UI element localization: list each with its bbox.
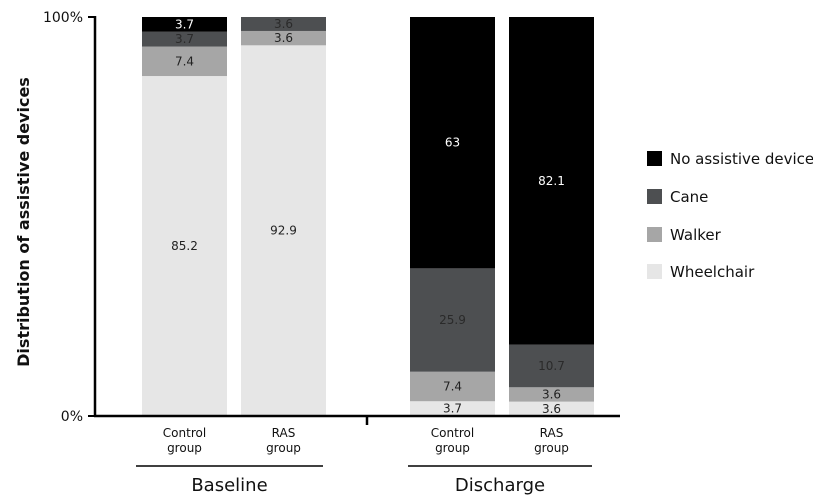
bar-segment-no-assistive-device <box>410 17 495 269</box>
legend-item-no-assistive-device: No assistive device <box>647 150 813 168</box>
data-label: 82.1 <box>538 174 565 188</box>
bar-discharge-control-group: 3.7 7.4 25.9 63 <box>410 17 495 416</box>
legend: No assistive device Cane Walker Wheelchair <box>647 150 813 281</box>
bar-baseline-control-group: 85.2 7.4 3.73.7 <box>142 17 227 416</box>
group-label: Baseline <box>191 475 267 496</box>
x-tick-label: RAS group <box>266 426 301 455</box>
bar-segment-wheelchair <box>410 401 495 416</box>
bar-segment-walker <box>509 387 594 402</box>
data-label: 3.6 <box>542 387 561 401</box>
data-label: 25.9 <box>439 313 466 327</box>
legend-swatch <box>647 227 662 242</box>
data-label: 7.4 <box>443 379 462 393</box>
legend-swatch <box>647 151 662 166</box>
x-tick-label: Control group <box>431 426 474 455</box>
data-label: 3.6 <box>542 402 561 416</box>
x-tick-label: Control group <box>163 426 206 455</box>
axis-layer: 0% 100% Distribution of assistive devices C… <box>14 10 620 496</box>
legend-swatch <box>647 189 662 204</box>
x-tick-label: RAS group <box>534 426 569 455</box>
bar-segment-no-assistive-device <box>142 17 227 32</box>
bar-segment-walker <box>241 30 326 46</box>
data-label: 85.2 <box>171 239 198 253</box>
bars-layer: 85.27.43.73.792.93.63.63.77.425.9633.63.… <box>142 17 594 416</box>
group-label: Discharge <box>455 475 545 496</box>
bar-segment-walker <box>142 46 227 77</box>
data-label: 3.7 <box>175 17 194 31</box>
bar-segment-walker <box>410 371 495 402</box>
bar-segment-cane <box>509 344 594 388</box>
bar-segment-cane <box>241 17 326 31</box>
y-axis-label: Distribution of assistive devices <box>14 77 33 367</box>
data-label: 3.6 <box>274 31 293 45</box>
legend-label: Wheelchair <box>670 263 755 281</box>
bar-segment-cane <box>410 268 495 372</box>
bar-segment-wheelchair <box>142 76 227 416</box>
legend-item-wheelchair: Wheelchair <box>647 263 755 281</box>
data-label: 3.6 <box>274 17 293 31</box>
data-label: 63 <box>445 136 460 150</box>
legend-label: Cane <box>670 188 708 206</box>
bar-segment-no-assistive-device <box>509 17 594 345</box>
data-label: 3.7 <box>175 32 194 46</box>
legend-item-walker: Walker <box>647 226 722 244</box>
y-tick-label: 100% <box>43 10 83 26</box>
data-label: 92.9 <box>270 224 297 238</box>
bar-segment-wheelchair <box>241 45 326 416</box>
legend-label: Walker <box>670 226 722 244</box>
data-label: 10.7 <box>538 359 565 373</box>
legend-swatch <box>647 264 662 279</box>
data-label: 7.4 <box>175 54 194 68</box>
y-tick-label: 0% <box>61 409 83 425</box>
legend-item-cane: Cane <box>647 188 708 206</box>
legend-label: No assistive device <box>670 150 813 168</box>
bar-segment-cane <box>142 31 227 47</box>
bar-segment-wheelchair <box>509 401 594 416</box>
bar-baseline-ras-group: 92.9 3.63.6 <box>241 17 326 416</box>
bar-discharge-ras-group: 3.63.6 10.7 82.1 <box>509 17 594 416</box>
data-label: 3.7 <box>443 402 462 416</box>
